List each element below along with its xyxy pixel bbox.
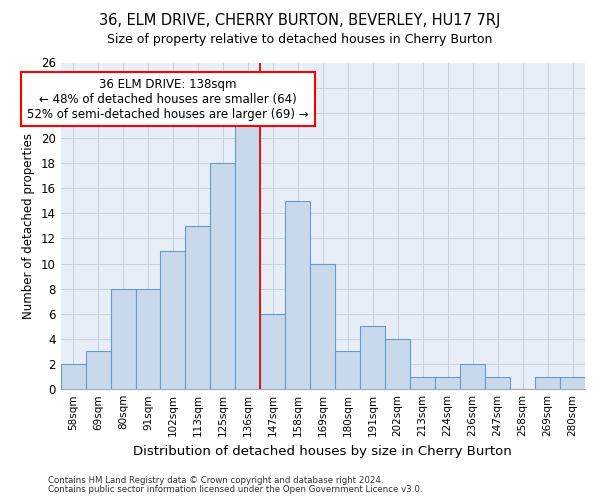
Bar <box>410 376 435 389</box>
Text: Contains public sector information licensed under the Open Government Licence v3: Contains public sector information licen… <box>48 485 422 494</box>
Bar <box>485 376 510 389</box>
Bar <box>211 163 235 389</box>
Bar <box>185 226 211 389</box>
Text: 36, ELM DRIVE, CHERRY BURTON, BEVERLEY, HU17 7RJ: 36, ELM DRIVE, CHERRY BURTON, BEVERLEY, … <box>100 12 500 28</box>
Bar <box>360 326 385 389</box>
Text: 36 ELM DRIVE: 138sqm
← 48% of detached houses are smaller (64)
52% of semi-detac: 36 ELM DRIVE: 138sqm ← 48% of detached h… <box>27 78 309 120</box>
X-axis label: Distribution of detached houses by size in Cherry Burton: Distribution of detached houses by size … <box>133 444 512 458</box>
Bar <box>235 126 260 389</box>
Bar <box>560 376 585 389</box>
Bar <box>61 364 86 389</box>
Bar <box>260 314 286 389</box>
Bar <box>335 352 360 389</box>
Bar <box>535 376 560 389</box>
Bar <box>160 251 185 389</box>
Bar <box>286 200 310 389</box>
Bar <box>385 339 410 389</box>
Text: Contains HM Land Registry data © Crown copyright and database right 2024.: Contains HM Land Registry data © Crown c… <box>48 476 383 485</box>
Bar <box>110 288 136 389</box>
Bar <box>310 264 335 389</box>
Bar <box>136 288 160 389</box>
Y-axis label: Number of detached properties: Number of detached properties <box>22 133 35 319</box>
Bar <box>435 376 460 389</box>
Bar <box>86 352 110 389</box>
Text: Size of property relative to detached houses in Cherry Burton: Size of property relative to detached ho… <box>107 32 493 46</box>
Bar <box>460 364 485 389</box>
